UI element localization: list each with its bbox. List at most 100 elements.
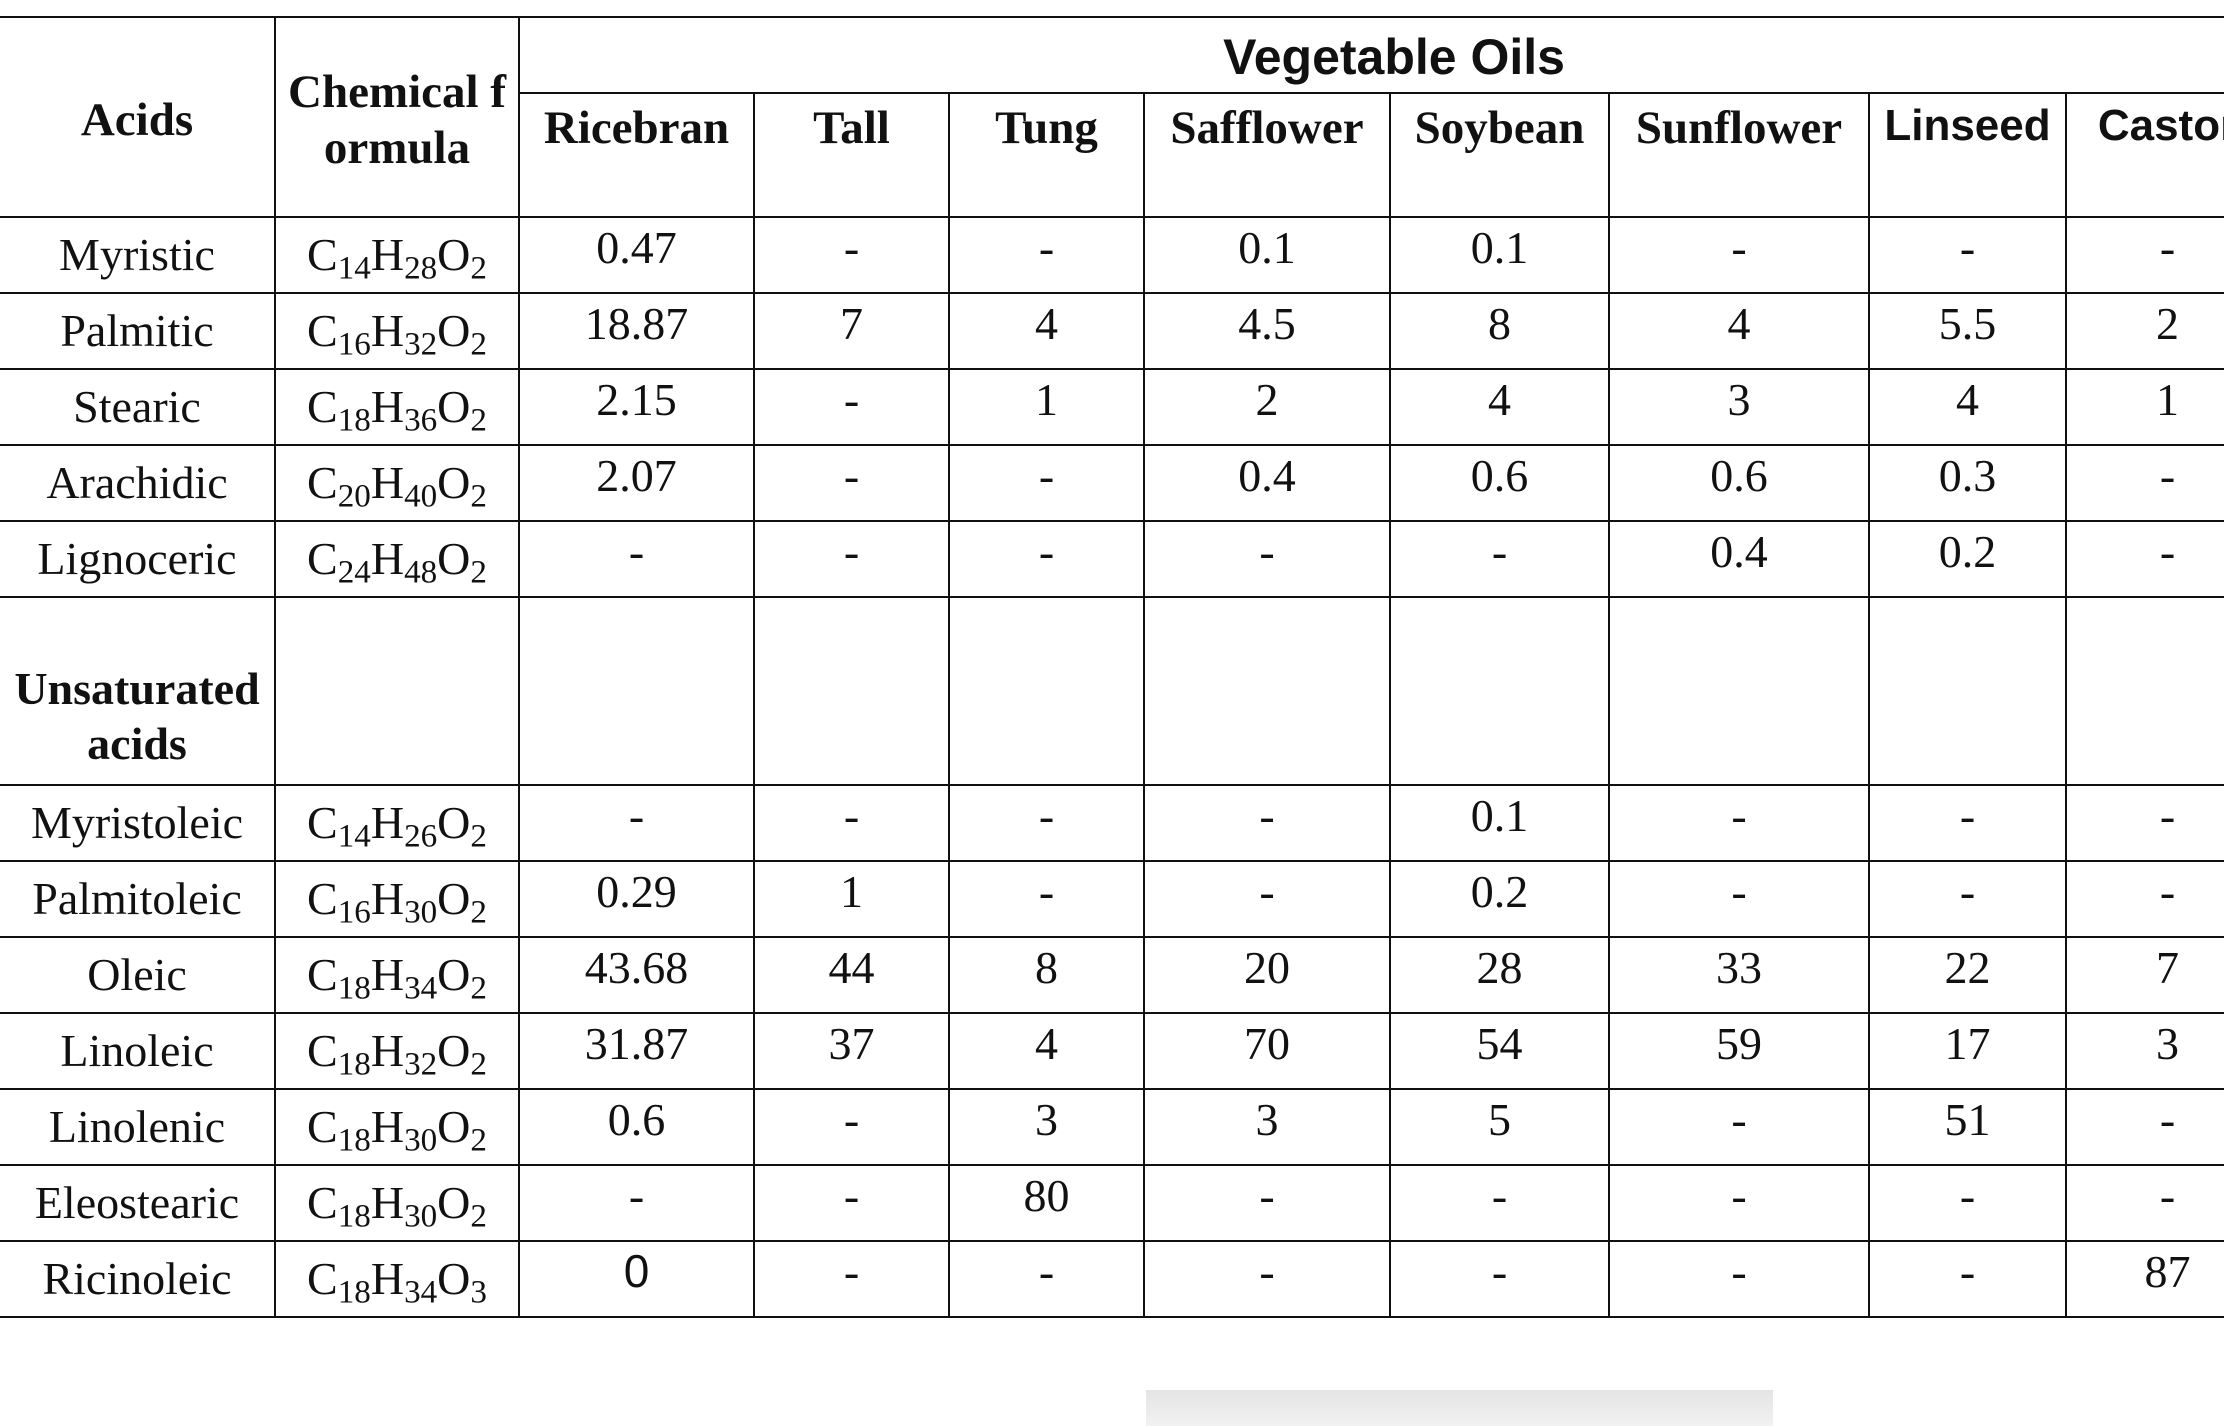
acid-name: Linoleic: [0, 1012, 276, 1090]
value-cell: 0.4: [1143, 444, 1391, 522]
acid-name: Lignoceric: [0, 520, 276, 598]
acid-name: Ricinoleic: [0, 1240, 276, 1318]
value-cell: -: [948, 1240, 1145, 1318]
value-cell: -: [948, 216, 1145, 294]
value-cell: 0.2: [1868, 520, 2067, 598]
value-cell: 0.2: [1389, 860, 1610, 938]
chemical-formula: C14H28O2: [274, 216, 520, 294]
value-cell: 0: [518, 1240, 755, 1318]
value-cell: 22: [1868, 936, 2067, 1014]
acid-name: Arachidic: [0, 444, 276, 522]
acid-name: Eleostearic: [0, 1164, 276, 1242]
value-cell: -: [1868, 784, 2067, 862]
acid-name: Linolenic: [0, 1088, 276, 1166]
value-cell: -: [1608, 860, 1870, 938]
section-label: Unsaturated acids: [0, 596, 276, 786]
empty-cell: [518, 596, 755, 786]
data-row: Palmitoleic C16H30O2 0.29 1- -0.2- - -: [0, 860, 2224, 938]
value-cell: -: [753, 520, 950, 598]
acid-name: Palmitoleic: [0, 860, 276, 938]
value-cell: 70: [1143, 1012, 1391, 1090]
value-cell: 4: [948, 1012, 1145, 1090]
value-cell: -: [1389, 1164, 1610, 1242]
value-cell: 7: [2064, 936, 2224, 1014]
chemical-formula: C18H30O2: [274, 1164, 520, 1242]
value-cell: -: [1608, 1088, 1870, 1166]
data-row: Myristic C14H28O2 0.47- -0.1 0.1- - -: [0, 216, 2224, 294]
value-cell: 37: [753, 1012, 950, 1090]
value-cell: 8: [1389, 292, 1610, 370]
value-cell: -: [1868, 860, 2067, 938]
data-row: Eleostearic C18H30O2- -80- - - - -: [0, 1164, 2224, 1242]
value-cell: -: [518, 520, 755, 598]
data-row: Linoleic C18H32O2 31.87 37 4 70 54 59 17 3: [0, 1012, 2224, 1090]
value-cell: -: [753, 368, 950, 446]
value-cell: -: [948, 784, 1145, 862]
oil-header: Ricebran: [518, 92, 755, 218]
value-cell: 4: [1868, 368, 2067, 446]
value-cell: 0.3: [1868, 444, 2067, 522]
value-cell: 43.68: [518, 936, 755, 1014]
value-cell: -: [753, 784, 950, 862]
value-cell: 2: [1143, 368, 1391, 446]
oil-header: Linseed: [1868, 92, 2067, 218]
value-cell: 0.4: [1608, 520, 1870, 598]
empty-cell: [2064, 596, 2224, 786]
value-cell: -: [2064, 216, 2224, 294]
value-cell: -: [753, 444, 950, 522]
value-cell: -: [753, 216, 950, 294]
value-cell: 1: [948, 368, 1145, 446]
empty-cell: [1389, 596, 1610, 786]
value-cell: 0.1: [1143, 216, 1391, 294]
data-row: Lignoceric C24H48O2- - - - -0.4 0.2-: [0, 520, 2224, 598]
value-cell: 3: [2064, 1012, 2224, 1090]
value-cell: 7: [753, 292, 950, 370]
value-cell: 0.1: [1389, 784, 1610, 862]
value-cell: -: [518, 1164, 755, 1242]
chemical-formula: C18H30O2: [274, 1088, 520, 1166]
value-cell: 0.6: [518, 1088, 755, 1166]
value-cell: -: [1868, 216, 2067, 294]
oil-header-row: Ricebran Tall Tung Safflower Soybean Sunflowe…: [0, 92, 2224, 218]
oil-header: Castor: [2064, 92, 2224, 218]
value-cell: -: [518, 784, 755, 862]
data-row: Stearic C18H36O2 2.15-1 2 4 3 4 1: [0, 368, 2224, 446]
value-cell: 51: [1868, 1088, 2067, 1166]
value-cell: 0.6: [1608, 444, 1870, 522]
acids-header: Acids: [0, 16, 276, 218]
value-cell: -: [1389, 1240, 1610, 1318]
value-cell: 2: [2064, 292, 2224, 370]
table-body: Myristic C14H28O2 0.47- -0.1 0.1- - - Palmitic C…: [0, 216, 2224, 1318]
value-cell: -: [753, 1088, 950, 1166]
value-cell: 0.47: [518, 216, 755, 294]
value-cell: -: [1608, 1164, 1870, 1242]
value-cell: 33: [1608, 936, 1870, 1014]
value-cell: -: [1608, 216, 1870, 294]
value-cell: -: [948, 520, 1145, 598]
value-cell: 3: [948, 1088, 1145, 1166]
acid-name: Myristoleic: [0, 784, 276, 862]
data-row: Ricinoleic C18H34O3 0- - - - - -87: [0, 1240, 2224, 1318]
acid-name: Oleic: [0, 936, 276, 1014]
oil-header: Soybean: [1389, 92, 1610, 218]
value-cell: 4: [948, 292, 1145, 370]
group-header: Vegetable Oils: [517, 16, 2224, 94]
oil-header: Safflower: [1143, 92, 1391, 218]
empty-cell: [1868, 596, 2067, 786]
data-row: Oleic C18H34O2 43.68 44 8 20 28 33 22 7: [0, 936, 2224, 1014]
value-cell: -: [948, 860, 1145, 938]
value-cell: -: [753, 1240, 950, 1318]
acid-name: Stearic: [0, 368, 276, 446]
value-cell: -: [1868, 1240, 2067, 1318]
oil-header: Tung: [948, 92, 1145, 218]
value-cell: 8: [948, 936, 1145, 1014]
value-cell: 17: [1868, 1012, 2067, 1090]
value-cell: -: [2064, 784, 2224, 862]
value-cell: 4: [1608, 292, 1870, 370]
empty-cell: [753, 596, 950, 786]
empty-cell: [274, 596, 520, 786]
acid-composition-table: Acids Chemical formula Vegetable Oils Ri…: [0, 16, 2224, 1318]
oil-header: Sunflower: [1608, 92, 1870, 218]
value-cell: -: [2064, 444, 2224, 522]
